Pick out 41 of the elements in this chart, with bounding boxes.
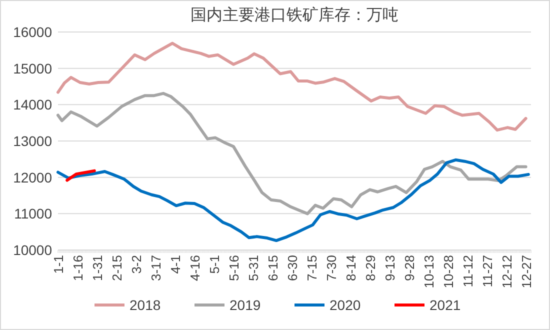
x-tick-label: 2-15 [109,255,124,282]
x-tick-label: 12-27 [518,255,534,288]
line-series [56,92,528,216]
y-tick-label: 16000 [13,24,52,40]
x-tick-label: 1-31 [90,255,105,282]
chart-title: 国内主要港口铁矿库存：万吨 [190,5,398,24]
x-tick-label: 4-1 [168,255,183,274]
x-tick-label: 8-14 [343,255,358,282]
x-tick-label: 4-16 [187,255,202,282]
x-tick-label: 3-17 [148,255,164,282]
x-tick-label: 5-31 [246,255,261,282]
x-tick-label: 11-27 [480,255,495,288]
y-tick-label: 15000 [13,60,52,76]
line-series [56,42,528,132]
line-series [56,158,530,242]
x-tick-label: 6-15 [265,255,280,282]
y-tick-label: 14000 [13,96,52,113]
x-tick-label: 6-30 [284,255,300,282]
x-tick-label: 11-12 [460,255,476,288]
x-tick-label: 1-16 [70,255,86,282]
x-tick-label: 9-13 [382,255,398,282]
x-tick-label: 7-30 [324,255,339,282]
x-tick-label: 10-13 [421,255,436,288]
x-tick-label: 12-12 [499,255,514,288]
y-tick-label: 12000 [13,169,52,186]
x-tick-label: 9-28 [402,255,417,282]
x-tick-label: 5-16 [226,255,242,282]
x-tick-label: 5-1 [206,255,222,274]
legend-label: 2020 [330,297,361,313]
y-tick-label: 13000 [13,133,52,149]
line-series [66,169,96,182]
x-tick-label: 3-2 [128,255,144,274]
y-tick-label: 11000 [14,206,52,222]
x-tick-label: 8-29 [362,255,378,282]
legend-label: 2019 [230,297,261,313]
x-tick-label: 1-1 [51,255,66,274]
legend-label: 2021 [430,297,461,313]
x-tick-label: 10-28 [440,255,456,288]
x-tick-label: 7-15 [304,255,320,282]
y-tick-label: 10000 [13,242,52,258]
legend-label: 2018 [130,297,161,313]
